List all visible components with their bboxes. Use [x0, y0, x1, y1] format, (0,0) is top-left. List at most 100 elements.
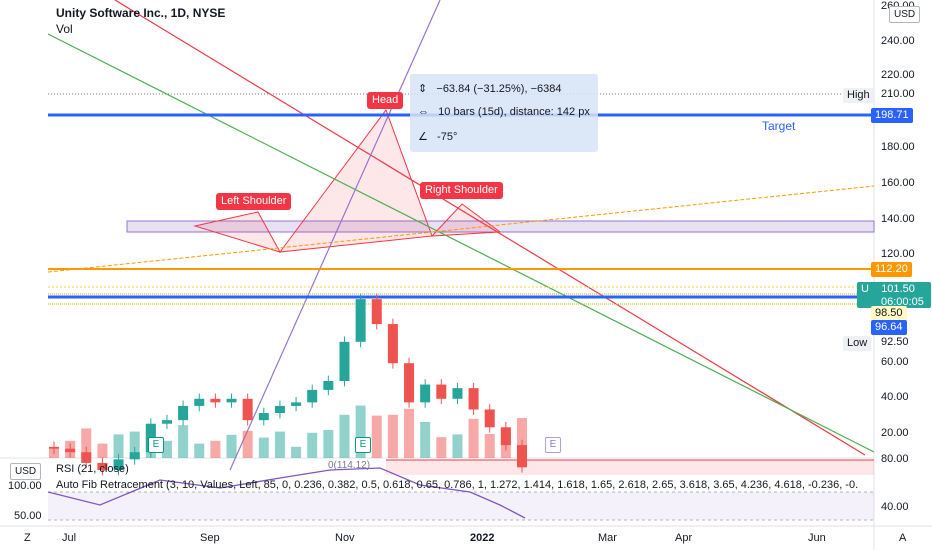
volume-bar [404, 408, 415, 458]
volume-bar [113, 434, 124, 458]
candle-body [49, 446, 59, 449]
rsi-left-tick: 100.00 [8, 480, 42, 492]
low-value: 92.50 [881, 336, 909, 348]
left-shoulder-label[interactable]: Left Shoulder [216, 193, 292, 210]
candle-body [323, 381, 334, 390]
volume-bar [97, 443, 108, 458]
candle-body [97, 462, 108, 470]
head-label[interactable]: Head [367, 92, 404, 109]
time-tick: Apr [675, 532, 693, 544]
volume-bar [500, 428, 511, 458]
earnings-badge[interactable]: E [148, 437, 164, 453]
volume-tick: 60.00 [881, 356, 909, 368]
price-tick: 160.00 [881, 177, 915, 189]
price-tick: 240.00 [881, 35, 915, 47]
rsi-tick: 80.00 [881, 453, 909, 465]
height-icon: ⇕ [418, 83, 428, 95]
price-tick: 140.00 [881, 213, 915, 225]
rsi-currency-button[interactable]: USD [10, 463, 42, 480]
volume-bar [194, 443, 205, 458]
fib-legend: Auto Fib Retracement (3, 10, Values, Lef… [56, 479, 859, 491]
volume-bar [420, 422, 431, 458]
orange-level-tag: 112.20 [871, 262, 912, 277]
last-price-tag: U 101.50 06:00:05 [857, 282, 931, 308]
green-trendline [47, 33, 875, 453]
candle-body [387, 324, 398, 364]
width-icon: ⇔ [418, 106, 429, 118]
candle-body [468, 388, 479, 410]
target-label: Target [762, 119, 796, 133]
angle-icon: ∠ [418, 131, 428, 143]
candle-body [242, 398, 253, 421]
price-tick: 180.00 [881, 141, 915, 153]
candle-body [404, 363, 415, 403]
auto-scale-button[interactable]: A [899, 532, 907, 544]
volume-bar [210, 440, 221, 458]
candle-body [355, 299, 366, 342]
candle-body [452, 388, 463, 399]
high-value: 210.00 [881, 88, 915, 100]
measure-tooltip: ⇕ −63.84 (−31.25%), −6384 ⇔ 10 bars (15d… [410, 74, 598, 152]
volume-bar [81, 428, 92, 458]
target-price-tag: 198.71 [871, 108, 913, 123]
volume-bar [468, 418, 479, 458]
candle-body [339, 341, 350, 381]
volume-bar [129, 431, 140, 458]
measure-bars: ⇔ 10 bars (15d), distance: 142 px [418, 106, 590, 118]
volume-bar [65, 440, 76, 458]
candle-body [291, 402, 302, 406]
volume-bar [387, 414, 398, 458]
volume-tick: 20.00 [881, 427, 909, 439]
volume-bar [355, 405, 366, 458]
blue-level-tag: 96.64 [871, 320, 907, 335]
volume-bar [49, 448, 59, 458]
candle-body [274, 405, 285, 414]
volume-bar [371, 415, 382, 458]
earnings-badge-upcoming[interactable]: E [545, 437, 561, 453]
measure-price-change: ⇕ −63.84 (−31.25%), −6384 [418, 83, 562, 95]
currency-button[interactable]: USD [889, 6, 921, 23]
volume-bar [452, 434, 463, 458]
low-label: Low [843, 336, 872, 351]
volume-bar [242, 430, 253, 458]
chart-title: Unity Software Inc., 1D, NYSE [56, 6, 226, 20]
yellow-level-tag: 98.50 [871, 306, 907, 321]
orange-trendline [47, 185, 875, 273]
time-tick: 2022 [470, 532, 495, 544]
volume-bar [178, 425, 189, 458]
volume-bar [517, 418, 527, 458]
red-trendline [114, 0, 866, 456]
time-tick: Mar [598, 532, 617, 544]
time-tick: Jun [808, 532, 826, 544]
candle-body [226, 398, 237, 403]
price-tick: 220.00 [881, 69, 915, 81]
rsi-band [48, 492, 874, 520]
fib-zero-label: 0(114.12) [328, 460, 371, 471]
volume-bar [339, 414, 350, 458]
candle-body [113, 459, 124, 470]
rsi-left-tick: 50.00 [14, 510, 42, 522]
right-shoulder-label[interactable]: Right Shoulder [420, 182, 503, 199]
head-pattern [278, 108, 433, 253]
volume-bar [226, 434, 237, 458]
zoom-button[interactable]: Z [24, 532, 31, 544]
rsi-line [47, 467, 526, 519]
candle-body [210, 398, 221, 403]
volume-bar [258, 437, 269, 458]
rsi-title: RSI (21, close) [56, 463, 129, 475]
right-shoulder-pattern [430, 203, 502, 237]
candle-body [371, 299, 382, 325]
time-tick: Sep [200, 532, 220, 544]
high-label: High [843, 88, 874, 103]
candle-body [194, 398, 205, 406]
time-tick: Jul [62, 532, 77, 544]
volume-label: Vol [56, 22, 73, 36]
volume-bar [307, 432, 318, 458]
candle-body [436, 384, 447, 399]
candle-body [178, 405, 189, 421]
volume-bar [161, 440, 172, 458]
volume-bar [484, 434, 495, 458]
volume-tick: 40.00 [881, 391, 909, 403]
earnings-badge[interactable]: E [355, 437, 371, 453]
rsi-overbought-band [386, 460, 874, 475]
